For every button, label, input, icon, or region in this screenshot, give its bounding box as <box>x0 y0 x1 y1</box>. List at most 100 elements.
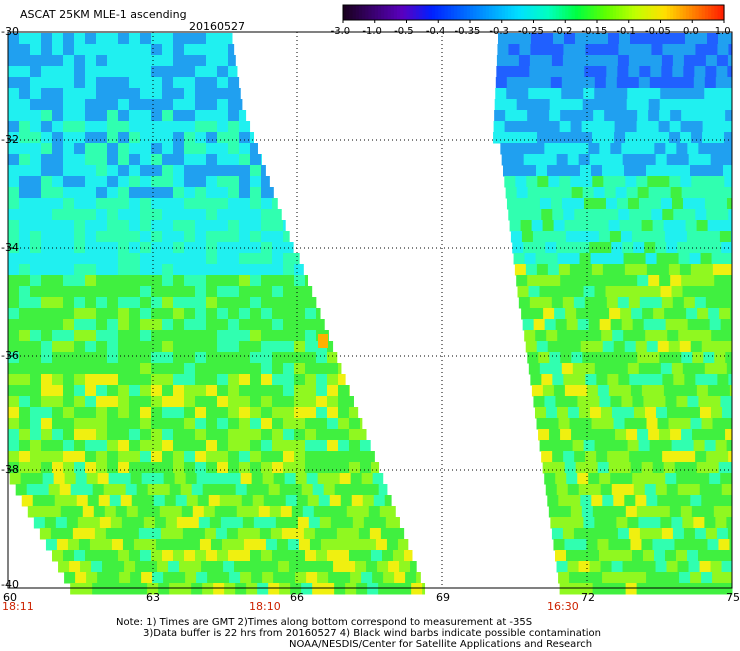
swath-cell <box>41 143 53 155</box>
swath-cell <box>151 308 163 320</box>
swath-cell <box>305 418 317 430</box>
swath-cell <box>41 176 53 188</box>
swath-cell <box>643 550 655 562</box>
swath-cell <box>712 572 724 584</box>
swath-cell <box>652 385 665 397</box>
swath-cell <box>251 473 264 485</box>
swath-cell <box>74 440 86 452</box>
swath-cell <box>666 484 679 496</box>
swath-cell <box>206 330 218 342</box>
swath-cell <box>498 33 510 45</box>
colorbar-cell <box>597 5 601 20</box>
swath-cell <box>228 308 240 320</box>
swath-cell <box>272 297 284 309</box>
swath-cell <box>41 451 53 463</box>
colorbar-cell <box>444 5 449 20</box>
swath-cell <box>563 451 575 463</box>
swath-cell <box>569 572 581 584</box>
swath-cell <box>63 418 75 430</box>
swath-cell <box>85 121 97 133</box>
swath-cell <box>52 209 64 221</box>
swath-cell <box>8 264 20 276</box>
swath-cell <box>99 517 112 529</box>
swath-cell <box>726 440 733 452</box>
swath-cell <box>609 308 621 320</box>
colorbar-cell <box>673 5 677 20</box>
swath-cell <box>283 319 295 331</box>
swath-cell <box>188 539 201 551</box>
swath-cell <box>512 242 524 254</box>
swath-cell <box>582 429 594 441</box>
swath-cell <box>582 110 594 122</box>
swath-cell <box>584 297 597 309</box>
swath-cell <box>63 550 75 562</box>
swath-cell <box>327 363 339 375</box>
swath-cell <box>689 253 702 265</box>
swath-cell <box>573 55 586 67</box>
swath-cell <box>151 418 163 430</box>
swath-cell <box>206 440 218 452</box>
swath-cell <box>19 374 31 386</box>
swath-cell <box>665 143 677 155</box>
swath-cell <box>228 99 240 111</box>
swath-cell <box>525 264 538 276</box>
swath-cell <box>611 407 624 419</box>
swath-cell <box>162 165 174 177</box>
swath-cell <box>19 88 31 100</box>
swath-cell <box>74 264 86 276</box>
swath-cell <box>372 572 384 584</box>
swath-cell <box>704 440 717 452</box>
swath-cell <box>140 550 152 562</box>
swath-cell <box>217 209 229 221</box>
swath-cell <box>557 330 569 342</box>
swath-cell <box>506 77 519 89</box>
swath-cell <box>650 66 662 78</box>
swath-cell <box>247 506 260 518</box>
swath-cell <box>677 242 689 254</box>
swath-cell <box>660 198 673 210</box>
swath-cell <box>626 110 638 122</box>
swath-cell <box>52 55 64 67</box>
swath-cell <box>554 231 567 243</box>
colorbar-cell <box>393 5 398 20</box>
swath-cell <box>228 187 240 199</box>
swath-cell <box>141 572 153 584</box>
swath-cell <box>118 440 130 452</box>
swath-cell <box>721 561 733 573</box>
swath-cell <box>272 396 284 408</box>
swath-cell <box>562 528 575 540</box>
swath-cell <box>96 242 108 254</box>
swath-cell <box>129 396 141 408</box>
swath-cell <box>598 231 611 243</box>
swath-cell <box>228 264 240 276</box>
swath-cell <box>8 396 20 408</box>
swath-cell <box>603 506 616 518</box>
swath-cell <box>52 396 64 408</box>
swath-cell <box>676 319 689 331</box>
swath-cell <box>703 275 715 287</box>
swath-cell <box>701 165 713 177</box>
swath-cell <box>677 484 690 496</box>
colorbar-cell <box>549 5 554 20</box>
colorbar-cell <box>708 5 712 20</box>
swath-cell <box>96 264 108 276</box>
swath-cell <box>657 264 670 276</box>
swath-cell <box>32 495 45 507</box>
swath-cell <box>217 77 229 89</box>
swath-cell <box>8 154 20 166</box>
swath-cell <box>600 407 613 419</box>
swath-cell <box>393 550 405 562</box>
swath-cell <box>580 418 593 430</box>
swath-cell <box>114 583 126 595</box>
swath-cell <box>404 550 413 562</box>
swath-cell <box>718 385 731 397</box>
swath-cell <box>519 209 531 221</box>
swath-cell <box>699 561 712 573</box>
swath-cell <box>228 176 240 188</box>
swath-cell <box>70 484 83 496</box>
swath-cell <box>55 517 68 529</box>
swath-cell <box>151 154 163 166</box>
swath-cell <box>574 209 586 221</box>
swath-cell <box>347 528 360 540</box>
swath-cell <box>39 528 52 540</box>
